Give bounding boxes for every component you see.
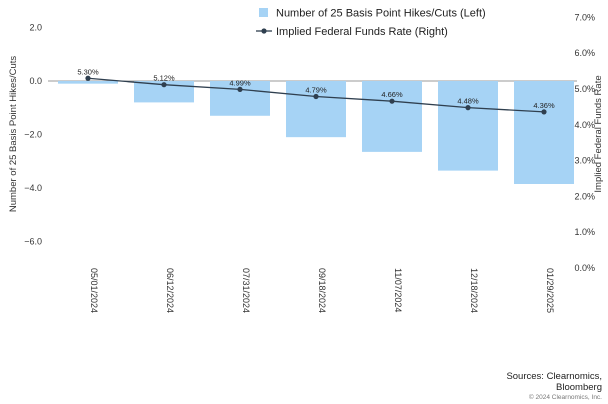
legend-line-marker <box>261 28 267 34</box>
legend-bar-swatch <box>259 8 268 17</box>
right-tick-label: 4.0% <box>574 120 595 130</box>
rate-data-label: 4.79% <box>305 86 327 95</box>
x-tick-label: 05/01/2024 <box>89 268 99 313</box>
rate-point <box>85 75 91 81</box>
left-tick-label: −2.0 <box>24 130 42 140</box>
right-axis-title: Implied Federal Funds Rate <box>593 75 604 192</box>
rate-data-label: 4.48% <box>457 97 479 106</box>
right-tick-label: 7.0% <box>574 12 595 22</box>
x-tick-label: 12/18/2024 <box>469 268 479 313</box>
source-line-1: Sources: Clearnomics, <box>506 371 602 382</box>
right-tick-label: 0.0% <box>574 263 595 273</box>
bar <box>514 81 574 184</box>
right-tick-label: 6.0% <box>574 48 595 58</box>
right-tick-label: 1.0% <box>574 227 595 237</box>
right-tick-label: 5.0% <box>574 84 595 94</box>
right-tick-label: 2.0% <box>574 191 595 201</box>
bar <box>286 81 346 138</box>
left-tick-label: −4.0 <box>24 183 42 193</box>
left-axis-ticks: 2.0 0.0 −2.0 −4.0 −6.0 <box>24 23 42 247</box>
rate-data-label: 5.30% <box>77 67 99 76</box>
left-axis-title: Number of 25 Basis Point Hikes/Cuts <box>8 56 19 213</box>
line-series: 5.30% 5.12% 4.99% 4.79% 4.66% 4.48% 4.36% <box>77 67 555 115</box>
left-tick-label: −6.0 <box>24 237 42 247</box>
bar <box>134 81 194 103</box>
bar <box>362 81 422 152</box>
legend-line-label: Implied Federal Funds Rate (Right) <box>276 26 448 38</box>
bar <box>438 81 498 171</box>
x-axis-ticks: 05/01/2024 06/12/2024 07/31/2024 09/18/2024… <box>89 268 555 313</box>
rate-point <box>389 98 395 104</box>
rate-data-label: 4.66% <box>381 90 403 99</box>
x-tick-label: 11/07/2024 <box>393 268 403 312</box>
rate-point <box>465 105 471 111</box>
source-line-2: Bloomberg <box>556 382 602 393</box>
rate-data-label: 5.12% <box>153 74 175 83</box>
x-tick-label: 01/29/2025 <box>545 268 555 313</box>
right-axis-ticks: 7.0% 6.0% 5.0% 4.0% 3.0% 2.0% 1.0% 0.0% <box>574 12 595 273</box>
x-tick-label: 09/18/2024 <box>317 268 327 313</box>
legend: Number of 25 Basis Point Hikes/Cuts (Lef… <box>256 8 486 38</box>
rate-point <box>237 86 243 92</box>
rate-point <box>161 82 167 88</box>
copyright-note: © 2024 Clearnomics, Inc. <box>528 394 602 401</box>
left-tick-label: 2.0 <box>29 23 42 33</box>
legend-bar-label: Number of 25 Basis Point Hikes/Cuts (Lef… <box>276 8 486 20</box>
source-note: Sources: Clearnomics, Bloomberg <box>506 371 602 393</box>
x-tick-label: 07/31/2024 <box>241 268 251 313</box>
rate-data-label: 4.99% <box>229 78 251 87</box>
bar <box>58 81 118 84</box>
left-tick-label: 0.0 <box>29 76 42 86</box>
right-tick-label: 3.0% <box>574 156 595 166</box>
rate-point <box>313 93 319 100</box>
rate-point <box>541 109 547 115</box>
x-tick-label: 06/12/2024 <box>165 268 175 313</box>
rate-data-label: 4.36% <box>533 101 555 110</box>
